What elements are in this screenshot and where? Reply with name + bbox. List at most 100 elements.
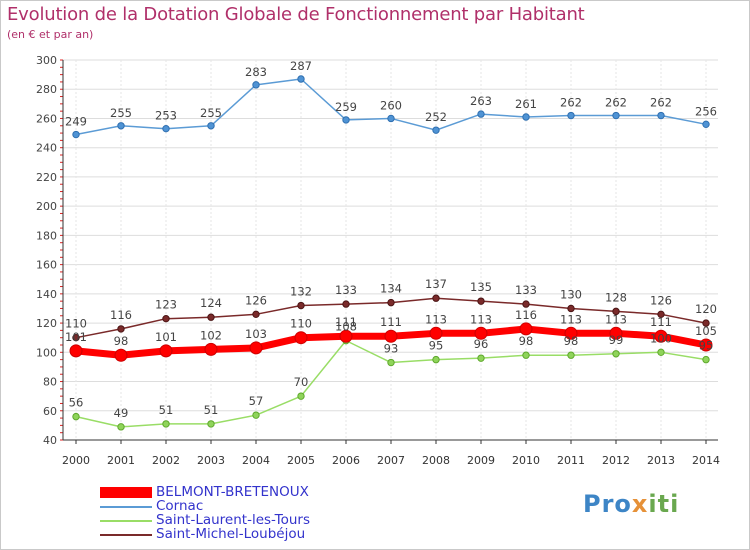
data-point bbox=[207, 122, 215, 130]
data-label: 101 bbox=[65, 330, 87, 344]
y-tick-label: 300 bbox=[36, 54, 57, 67]
data-label: 110 bbox=[65, 317, 87, 331]
chart-title: Evolution de la Dotation Globale de Fonc… bbox=[7, 4, 585, 25]
data-point bbox=[702, 355, 710, 364]
data-label: 133 bbox=[515, 283, 537, 297]
data-label: 283 bbox=[245, 65, 267, 79]
legend-item: BELMONT-BRETENOUX bbox=[100, 484, 380, 500]
x-tick-label: 2005 bbox=[287, 454, 315, 467]
data-point bbox=[522, 113, 530, 121]
data-label: 263 bbox=[470, 94, 492, 108]
data-label: 93 bbox=[384, 342, 399, 356]
data-label: 249 bbox=[65, 115, 87, 129]
data-point bbox=[519, 322, 533, 336]
legend-label: BELMONT-BRETENOUX bbox=[156, 484, 309, 500]
data-label: 253 bbox=[155, 109, 177, 123]
data-point bbox=[294, 331, 308, 345]
data-label: 108 bbox=[335, 320, 357, 334]
data-point bbox=[564, 326, 578, 340]
data-label: 135 bbox=[470, 280, 492, 294]
data-point bbox=[702, 319, 710, 327]
y-tick-label: 120 bbox=[36, 317, 57, 330]
logo-part-3: iti bbox=[648, 490, 680, 518]
data-label: 252 bbox=[425, 110, 447, 124]
data-label: 98 bbox=[114, 334, 129, 348]
data-point bbox=[567, 304, 575, 313]
data-label: 262 bbox=[560, 96, 582, 110]
data-label: 98 bbox=[519, 334, 534, 348]
data-point bbox=[72, 333, 80, 342]
data-label: 51 bbox=[204, 403, 219, 417]
data-label: 124 bbox=[200, 296, 222, 310]
data-label: 98 bbox=[564, 334, 579, 348]
data-point bbox=[342, 300, 350, 308]
data-label: 49 bbox=[114, 406, 129, 420]
data-label: 99 bbox=[609, 333, 624, 347]
y-tick-label: 220 bbox=[36, 171, 57, 184]
legend-item: Cornac bbox=[100, 498, 380, 514]
legend-label: Cornac bbox=[156, 498, 204, 514]
data-point bbox=[117, 325, 125, 333]
data-label: 256 bbox=[695, 104, 717, 118]
logo-part-1: Pro bbox=[583, 490, 632, 518]
data-label: 113 bbox=[560, 312, 582, 326]
data-label: 255 bbox=[200, 106, 222, 120]
x-tick-label: 2007 bbox=[377, 454, 405, 467]
data-point bbox=[609, 326, 623, 340]
data-point bbox=[654, 329, 668, 343]
data-label: 262 bbox=[605, 96, 627, 110]
data-point bbox=[117, 122, 125, 130]
data-point bbox=[477, 297, 485, 305]
data-label: 103 bbox=[245, 327, 267, 341]
data-label: 70 bbox=[294, 375, 309, 389]
data-point bbox=[477, 110, 485, 118]
data-label: 137 bbox=[425, 277, 447, 291]
legend-label: Saint-Michel-Loubéjou bbox=[156, 526, 306, 542]
data-point bbox=[387, 114, 395, 123]
data-label: 56 bbox=[69, 396, 84, 410]
chart-subtitle: (en € et par an) bbox=[7, 28, 94, 41]
data-label: 100 bbox=[650, 331, 672, 345]
data-label: 261 bbox=[515, 97, 537, 111]
data-label: 51 bbox=[159, 403, 174, 417]
data-point bbox=[699, 338, 713, 352]
data-label: 116 bbox=[515, 308, 537, 322]
data-label: 102 bbox=[200, 328, 222, 342]
data-point bbox=[657, 348, 665, 357]
y-tick-label: 240 bbox=[36, 142, 57, 155]
y-tick-label: 140 bbox=[36, 288, 57, 301]
data-point bbox=[162, 314, 170, 323]
data-label: 116 bbox=[110, 308, 132, 322]
data-point bbox=[567, 351, 575, 359]
y-tick-label: 40 bbox=[43, 434, 57, 447]
legend-item: Saint-Michel-Loubéjou bbox=[100, 526, 380, 542]
x-tick-label: 2000 bbox=[62, 454, 90, 467]
data-point bbox=[72, 130, 80, 139]
data-point bbox=[342, 116, 350, 124]
legend-label: Saint-Laurent-les-Tours bbox=[156, 512, 311, 528]
data-label: 110 bbox=[290, 317, 312, 331]
x-tick-label: 2011 bbox=[557, 454, 585, 467]
data-label: 126 bbox=[245, 293, 267, 307]
data-label: 134 bbox=[380, 282, 402, 296]
data-point bbox=[477, 354, 485, 362]
data-label: 111 bbox=[380, 315, 402, 329]
data-label: 111 bbox=[335, 315, 357, 329]
data-point bbox=[207, 313, 215, 321]
data-point bbox=[339, 329, 353, 343]
data-point bbox=[249, 341, 263, 355]
data-point bbox=[162, 124, 170, 133]
data-point bbox=[69, 344, 83, 358]
data-point bbox=[297, 75, 305, 83]
y-tick-label: 260 bbox=[36, 112, 57, 125]
x-tick-label: 2012 bbox=[602, 454, 630, 467]
data-point bbox=[657, 310, 665, 319]
data-label: 287 bbox=[290, 59, 312, 73]
data-point bbox=[204, 342, 218, 356]
data-label: 259 bbox=[335, 100, 357, 114]
data-point bbox=[72, 412, 80, 421]
data-point bbox=[612, 307, 620, 316]
data-label: 130 bbox=[560, 287, 582, 301]
x-tick-label: 2010 bbox=[512, 454, 540, 467]
y-tick-label: 200 bbox=[36, 200, 57, 213]
